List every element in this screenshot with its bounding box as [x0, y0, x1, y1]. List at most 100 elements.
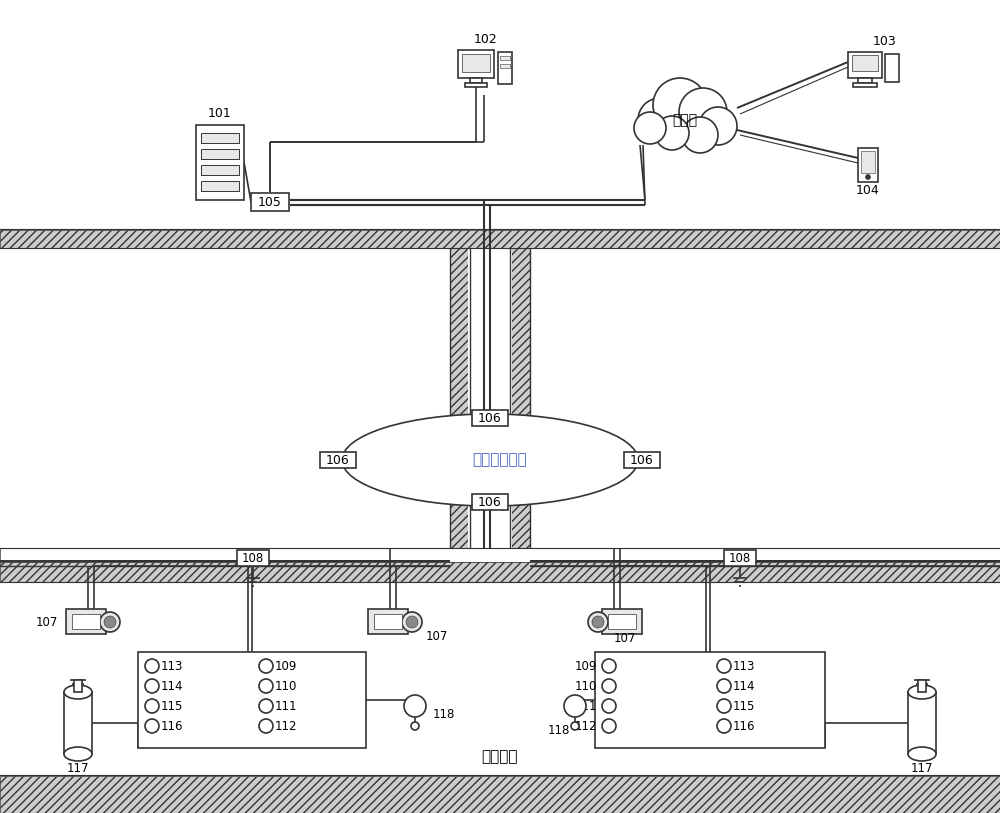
Text: 103: 103: [873, 34, 897, 47]
Circle shape: [100, 612, 120, 632]
Bar: [470, 78, 482, 83]
Text: 117: 117: [911, 762, 933, 775]
Circle shape: [259, 699, 273, 713]
Bar: [602, 609, 642, 634]
Circle shape: [145, 679, 159, 693]
Text: 110: 110: [575, 680, 597, 693]
Circle shape: [717, 719, 731, 733]
Bar: [66, 609, 106, 634]
Text: 114: 114: [161, 680, 184, 693]
Circle shape: [588, 612, 608, 632]
Bar: [138, 652, 366, 748]
Circle shape: [145, 659, 159, 673]
Bar: [458, 50, 494, 78]
Circle shape: [653, 78, 707, 132]
Circle shape: [259, 659, 273, 673]
Ellipse shape: [908, 747, 936, 761]
Bar: [465, 83, 487, 87]
Text: 115: 115: [733, 699, 755, 712]
Text: 113: 113: [161, 659, 183, 672]
Text: 112: 112: [275, 720, 298, 733]
Bar: [510, 248, 512, 548]
Circle shape: [592, 616, 604, 628]
Circle shape: [406, 616, 418, 628]
Text: 109: 109: [275, 659, 297, 672]
Text: 105: 105: [258, 195, 282, 208]
Bar: [595, 652, 825, 748]
Bar: [0, 776, 1000, 813]
Bar: [0, 775, 1000, 776]
Bar: [0, 229, 1000, 230]
Text: 矿用以太环网: 矿用以太环网: [473, 453, 527, 467]
Text: 118: 118: [548, 724, 570, 737]
Circle shape: [564, 695, 586, 717]
Bar: [64, 692, 92, 754]
Bar: [861, 151, 875, 173]
Bar: [0, 548, 1000, 562]
Bar: [368, 609, 408, 634]
Text: 108: 108: [729, 551, 751, 564]
Bar: [201, 149, 239, 159]
Text: 106: 106: [478, 495, 502, 508]
Bar: [472, 410, 508, 426]
Bar: [237, 550, 269, 566]
Text: 110: 110: [275, 680, 297, 693]
Circle shape: [682, 117, 718, 153]
Circle shape: [655, 116, 689, 150]
Bar: [462, 54, 490, 72]
Text: 107: 107: [426, 629, 448, 642]
Bar: [201, 181, 239, 191]
Text: 116: 116: [161, 720, 184, 733]
Bar: [0, 230, 1000, 248]
Circle shape: [404, 695, 426, 717]
Bar: [608, 614, 636, 629]
Text: 111: 111: [574, 699, 597, 712]
Bar: [848, 52, 882, 78]
Bar: [374, 614, 402, 629]
Circle shape: [717, 679, 731, 693]
Bar: [885, 54, 899, 82]
Text: 118: 118: [433, 707, 455, 720]
Bar: [858, 148, 878, 182]
Text: 109: 109: [575, 659, 597, 672]
Circle shape: [571, 722, 579, 730]
Bar: [251, 193, 289, 211]
Bar: [0, 562, 1000, 582]
Text: 116: 116: [733, 720, 756, 733]
Circle shape: [602, 659, 616, 673]
Bar: [918, 680, 926, 692]
Ellipse shape: [908, 685, 936, 699]
Circle shape: [679, 88, 727, 136]
Bar: [450, 248, 470, 548]
Bar: [201, 165, 239, 175]
Bar: [500, 56, 510, 60]
Circle shape: [602, 719, 616, 733]
Bar: [72, 614, 100, 629]
Bar: [201, 133, 239, 143]
Bar: [472, 494, 508, 510]
Circle shape: [717, 659, 731, 673]
Circle shape: [638, 98, 682, 142]
Bar: [624, 452, 660, 468]
Bar: [858, 78, 872, 83]
Bar: [500, 64, 510, 68]
Circle shape: [259, 679, 273, 693]
Ellipse shape: [64, 685, 92, 699]
Ellipse shape: [64, 747, 92, 761]
Circle shape: [602, 679, 616, 693]
Circle shape: [145, 719, 159, 733]
Text: 106: 106: [326, 454, 350, 467]
Text: 114: 114: [733, 680, 756, 693]
Text: 107: 107: [36, 615, 58, 628]
Circle shape: [411, 722, 419, 730]
Bar: [468, 248, 470, 548]
Bar: [0, 248, 1000, 249]
Text: 113: 113: [733, 659, 755, 672]
Text: 117: 117: [67, 762, 89, 775]
Bar: [0, 582, 1000, 583]
Text: 108: 108: [242, 551, 264, 564]
Circle shape: [145, 699, 159, 713]
Text: 104: 104: [856, 184, 880, 197]
Bar: [853, 83, 877, 87]
Bar: [510, 248, 530, 548]
